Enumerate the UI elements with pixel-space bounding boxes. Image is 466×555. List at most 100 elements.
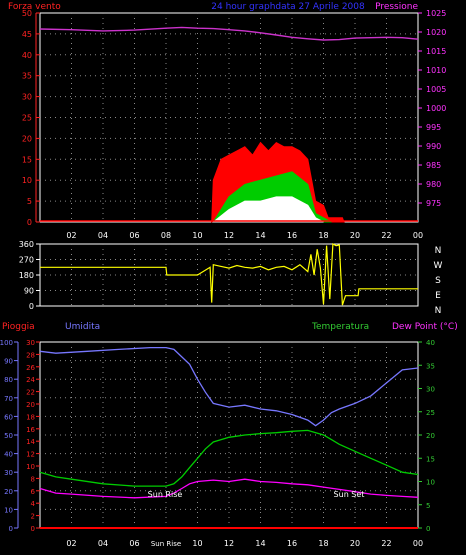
y-tick-label: 14 bbox=[26, 438, 35, 446]
y-tick-label: 30 bbox=[22, 93, 32, 102]
y-tick-label: 980 bbox=[426, 180, 441, 189]
y-tick-label: 50 bbox=[4, 432, 13, 440]
x-tick-label: 16 bbox=[287, 539, 297, 548]
x-tick-label: 22 bbox=[381, 231, 391, 240]
wind-pressure-x-axis: 02 04 06 08 10 12 14 16 18 20 22 00 bbox=[66, 231, 423, 240]
x-tick-label: 02 bbox=[66, 231, 76, 240]
y-tick-label: 12 bbox=[26, 451, 35, 459]
y-tick-label: 35 bbox=[426, 362, 435, 370]
y-tick-label: 30 bbox=[4, 469, 13, 477]
x-tick-label: 10 bbox=[192, 231, 202, 240]
chart-title: 24 hour graphdata 27 Aprile 2008 bbox=[211, 2, 365, 12]
y-tick-label: 40 bbox=[426, 339, 435, 347]
y-tick-label: 35 bbox=[22, 72, 32, 81]
wind-direction-grid bbox=[40, 244, 418, 306]
sun-rise-annotation: Sun Rise bbox=[148, 490, 183, 499]
y-tick-label: 20 bbox=[426, 432, 435, 440]
y-tick-label: 1025 bbox=[426, 9, 446, 18]
y-tick-label: 90 bbox=[4, 358, 13, 366]
x-tick-label: 20 bbox=[350, 231, 360, 240]
y-tick-label: 28 bbox=[26, 351, 35, 359]
wind-speed-label: Forza vento bbox=[8, 2, 61, 12]
pressure-label: Pressione bbox=[375, 2, 418, 12]
x-tick-label: 14 bbox=[255, 539, 265, 548]
y-tick-label: 70 bbox=[4, 395, 13, 403]
y-tick-label: 0 bbox=[27, 218, 32, 227]
wind-direction-series bbox=[40, 243, 418, 306]
pressure-axis: 975 980 985 990 995 1000 1005 1010 1015 1020 1025 bbox=[418, 9, 446, 208]
y-tick-label: 995 bbox=[426, 123, 441, 132]
y-tick-label: 0 bbox=[31, 525, 35, 533]
y-tick-label: 975 bbox=[426, 199, 441, 208]
y-tick-label: 270 bbox=[19, 256, 34, 265]
wind-direction-axis: 0 90 180 270 360 bbox=[19, 240, 40, 311]
y-tick-label: 1005 bbox=[426, 85, 446, 94]
wind-pressure-panel: Forza vento 24 hour graphdata 27 Aprile … bbox=[8, 2, 446, 240]
y-tick-label: 25 bbox=[22, 114, 32, 123]
wind-speed-axis: 0 5 10 15 20 25 30 35 40 45 50 bbox=[22, 9, 40, 227]
y-tick-label: 20 bbox=[22, 134, 32, 143]
y-tick-label: 20 bbox=[26, 401, 35, 409]
compass-label: N bbox=[435, 246, 442, 256]
rain-humidity-temp-x-axis: 02 04 06 Sun Rise 10 12 14 16 18 20 22 00 bbox=[66, 539, 423, 548]
humidity-label: Umidita bbox=[65, 322, 100, 332]
wind-minimum-series bbox=[211, 196, 324, 223]
y-tick-label: 60 bbox=[4, 413, 13, 421]
y-tick-label: 0 bbox=[9, 525, 13, 533]
wind-pressure-grid bbox=[40, 13, 418, 222]
humidity-series bbox=[39, 346, 419, 427]
dew-point-label: Dew Point (°C) bbox=[392, 322, 458, 332]
y-tick-label: 0 bbox=[426, 525, 430, 533]
x-tick-label: 08 bbox=[161, 231, 171, 240]
rain-humidity-temp-grid bbox=[40, 342, 418, 528]
temperature-series bbox=[39, 429, 419, 487]
y-tick-label: 990 bbox=[426, 142, 441, 151]
y-tick-label: 1010 bbox=[426, 66, 446, 75]
x-tick-label: 14 bbox=[255, 231, 265, 240]
y-tick-label: 25 bbox=[426, 409, 435, 417]
y-tick-label: 10 bbox=[4, 506, 13, 514]
pressure-series bbox=[39, 26, 419, 41]
y-tick-label: 1020 bbox=[426, 28, 446, 37]
y-tick-label: 10 bbox=[22, 176, 32, 185]
y-tick-label: 90 bbox=[24, 287, 34, 296]
y-tick-label: 26 bbox=[26, 364, 35, 372]
y-tick-label: 100 bbox=[0, 339, 13, 347]
y-tick-label: 1015 bbox=[426, 47, 446, 56]
y-tick-label: 5 bbox=[27, 197, 32, 206]
y-tick-label: 4 bbox=[31, 500, 36, 508]
y-tick-label: 360 bbox=[19, 240, 34, 249]
x-tick-label: 06 bbox=[129, 539, 139, 548]
y-tick-label: 1000 bbox=[426, 104, 446, 113]
x-tick-label: 02 bbox=[66, 539, 76, 548]
rain-label: Pioggia bbox=[2, 322, 35, 332]
x-tick-label: Sun Rise bbox=[151, 540, 181, 548]
rain-axis: 0 10 20 30 40 50 60 70 80 90 100 bbox=[0, 339, 19, 533]
y-tick-label: 30 bbox=[426, 386, 435, 394]
x-tick-label: 22 bbox=[381, 539, 391, 548]
y-tick-label: 40 bbox=[22, 51, 32, 60]
y-tick-label: 180 bbox=[19, 271, 34, 280]
y-tick-label: 2 bbox=[31, 513, 35, 521]
x-tick-label: 04 bbox=[98, 539, 108, 548]
compass-label: S bbox=[435, 276, 441, 286]
temperature-axis: 0 5 10 15 20 25 30 35 40 bbox=[418, 339, 435, 533]
wind-pressure-series bbox=[39, 26, 419, 223]
x-tick-label: 06 bbox=[129, 231, 139, 240]
y-tick-label: 40 bbox=[4, 451, 13, 459]
y-tick-label: 24 bbox=[26, 376, 35, 384]
dew-point-series bbox=[39, 478, 419, 499]
rain-humidity-temp-series bbox=[39, 346, 419, 529]
y-tick-label: 985 bbox=[426, 161, 441, 170]
y-tick-label: 8 bbox=[31, 475, 35, 483]
wind-direction-series bbox=[40, 243, 418, 306]
y-tick-label: 6 bbox=[31, 488, 36, 496]
x-tick-label: 00 bbox=[413, 539, 423, 548]
x-tick-label: 04 bbox=[98, 231, 108, 240]
x-tick-label: 18 bbox=[318, 539, 328, 548]
x-tick-label: 12 bbox=[224, 231, 234, 240]
